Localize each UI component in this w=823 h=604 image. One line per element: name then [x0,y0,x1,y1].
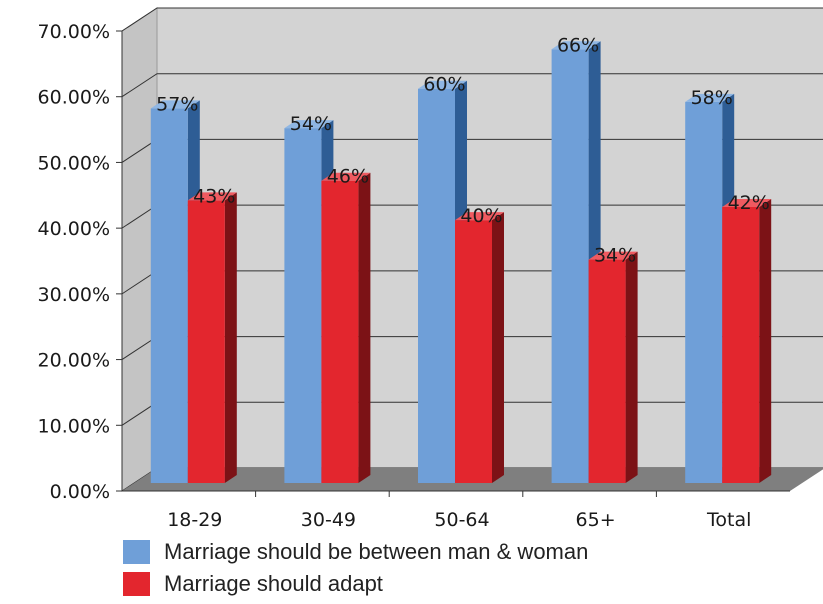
bar-side [492,212,504,483]
y-tick-label: 30.00% [38,284,110,306]
bar-chart-3d: 0.00% 10.00% 20.00% 30.00% 40.00% 50.00% 60.00… [38,7,823,531]
bar-side [625,251,638,483]
bar-front [685,101,723,483]
x-tick-label: Total [706,509,751,531]
legend-swatch-series-1 [123,540,150,564]
gridline [121,73,823,98]
data-label: 57% [156,93,198,115]
bar-front [321,180,359,483]
legend: Marriage should be between man & woman M… [123,536,588,600]
bar-2 [187,192,237,483]
bar-top [551,41,601,50]
y-tick-label: 60.00% [38,87,110,109]
data-label: 40% [460,205,502,227]
data-label: 46% [327,166,369,188]
data-label: 54% [290,113,332,135]
legend-label-series-2: Marriage should adapt [164,571,383,596]
bar-1 [418,80,467,483]
y-tick-label: 40.00% [38,218,110,240]
bar-side [358,172,371,483]
bars [150,41,772,484]
y-tick-labels: 0.00% 10.00% 20.00% 30.00% 40.00% 50.00% 60.00… [38,21,122,503]
data-labels: 57% 43% 54% 46% 60% 40% 66% 34% 58% 42% [156,34,770,266]
legend-item-series-1: Marriage should be between man & woman [123,536,588,568]
data-label: 43% [193,185,235,207]
y-tick-label: 50.00% [38,152,110,174]
x-tick-label: 65+ [576,509,616,531]
y-tick-label: 0.00% [50,481,110,503]
bar-2 [722,199,772,483]
y-tick-label: 10.00% [38,415,110,437]
x-tick-label: 30-49 [301,509,356,531]
x-tick-label: 18-29 [167,509,222,531]
data-label: 60% [423,74,465,96]
data-label: 58% [691,87,733,109]
bar-side [224,192,237,483]
x-tick-label: 50-64 [434,509,489,531]
bar-front [551,49,589,484]
bar-top [685,93,735,102]
bar-2 [588,251,638,483]
y-tick-label: 20.00% [38,350,110,372]
bar-front [187,200,225,483]
bar-front [150,108,188,483]
data-label: 66% [557,34,599,56]
bar-2 [321,172,371,483]
bar-front [588,259,626,483]
bar-top [321,172,371,181]
bar-front [418,88,455,483]
data-label: 34% [594,245,636,267]
legend-swatch-series-2 [123,572,150,596]
bar-top [722,199,772,207]
gridline [121,7,823,32]
bar-top [187,192,237,201]
bar-front [284,128,322,483]
bar-top [455,212,504,221]
bar-front [455,220,492,483]
bar-top [150,100,200,109]
bar-top [284,120,334,129]
bar-side [759,199,772,483]
legend-label-series-1: Marriage should be between man & woman [164,539,589,564]
data-label: 42% [728,192,770,214]
x-tick-labels: 18-29 30-49 50-64 65+ Total [167,491,751,531]
y-tick-label: 70.00% [38,21,110,43]
bar-top [418,80,467,89]
legend-item-series-2: Marriage should adapt [123,568,588,600]
bar-top [588,251,638,260]
bar-front [722,207,760,483]
bar-2 [455,212,504,483]
